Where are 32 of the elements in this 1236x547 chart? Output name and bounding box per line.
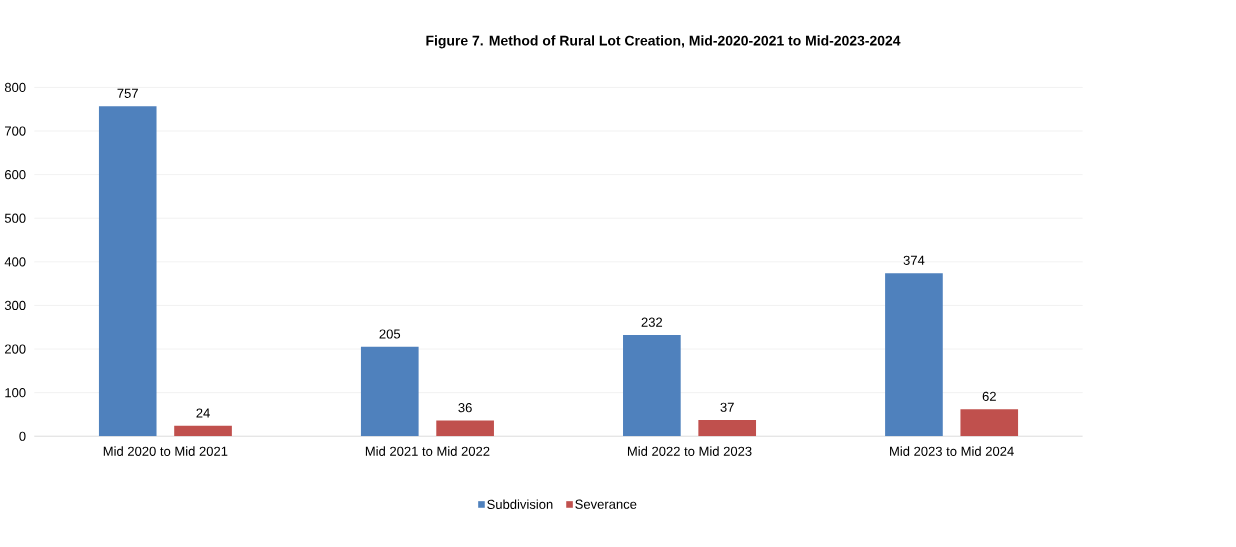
y-tick-label: 200 <box>5 344 26 354</box>
bar <box>174 425 232 437</box>
x-tick-label: Mid 2022 to Mid 2023 <box>627 446 752 456</box>
bar <box>98 106 157 437</box>
legend-label: Severance <box>575 499 637 509</box>
bar <box>623 335 681 437</box>
y-tick-label: 400 <box>4 257 26 267</box>
chart-title: Figure 7. Method of Rural Lot Creation, Mid-2020-2021 to Mid-2023-2024 <box>426 35 901 49</box>
x-tick-label: Mid 2021 to Mid 2022 <box>365 446 490 456</box>
data-label: 205 <box>379 329 401 339</box>
y-tick-label: 800 <box>4 82 26 93</box>
y-tick-label: 700 <box>5 126 26 136</box>
data-label: 24 <box>196 408 210 418</box>
data-label: 62 <box>982 391 996 401</box>
bar <box>360 346 419 437</box>
y-tick-label: 600 <box>5 170 26 180</box>
x-tick-label: Mid 2023 to Mid 2024 <box>890 446 1014 456</box>
data-label: 36 <box>458 403 472 413</box>
bar <box>885 273 943 437</box>
y-tick-label: 100 <box>5 388 26 398</box>
data-label: 374 <box>903 255 925 265</box>
y-tick-label: 300 <box>4 300 26 311</box>
x-tick-label: Mid 2020 to Mid 2021 <box>103 446 228 456</box>
y-tick-label: 500 <box>4 213 26 223</box>
bar <box>698 420 757 437</box>
data-label: 757 <box>117 88 138 98</box>
bar <box>436 420 494 437</box>
data-label: 37 <box>720 402 734 412</box>
y-tick-label: 0 <box>19 431 26 441</box>
legend-label: Subdivision <box>487 499 553 510</box>
data-label: 232 <box>641 317 663 327</box>
bar <box>960 409 1019 437</box>
